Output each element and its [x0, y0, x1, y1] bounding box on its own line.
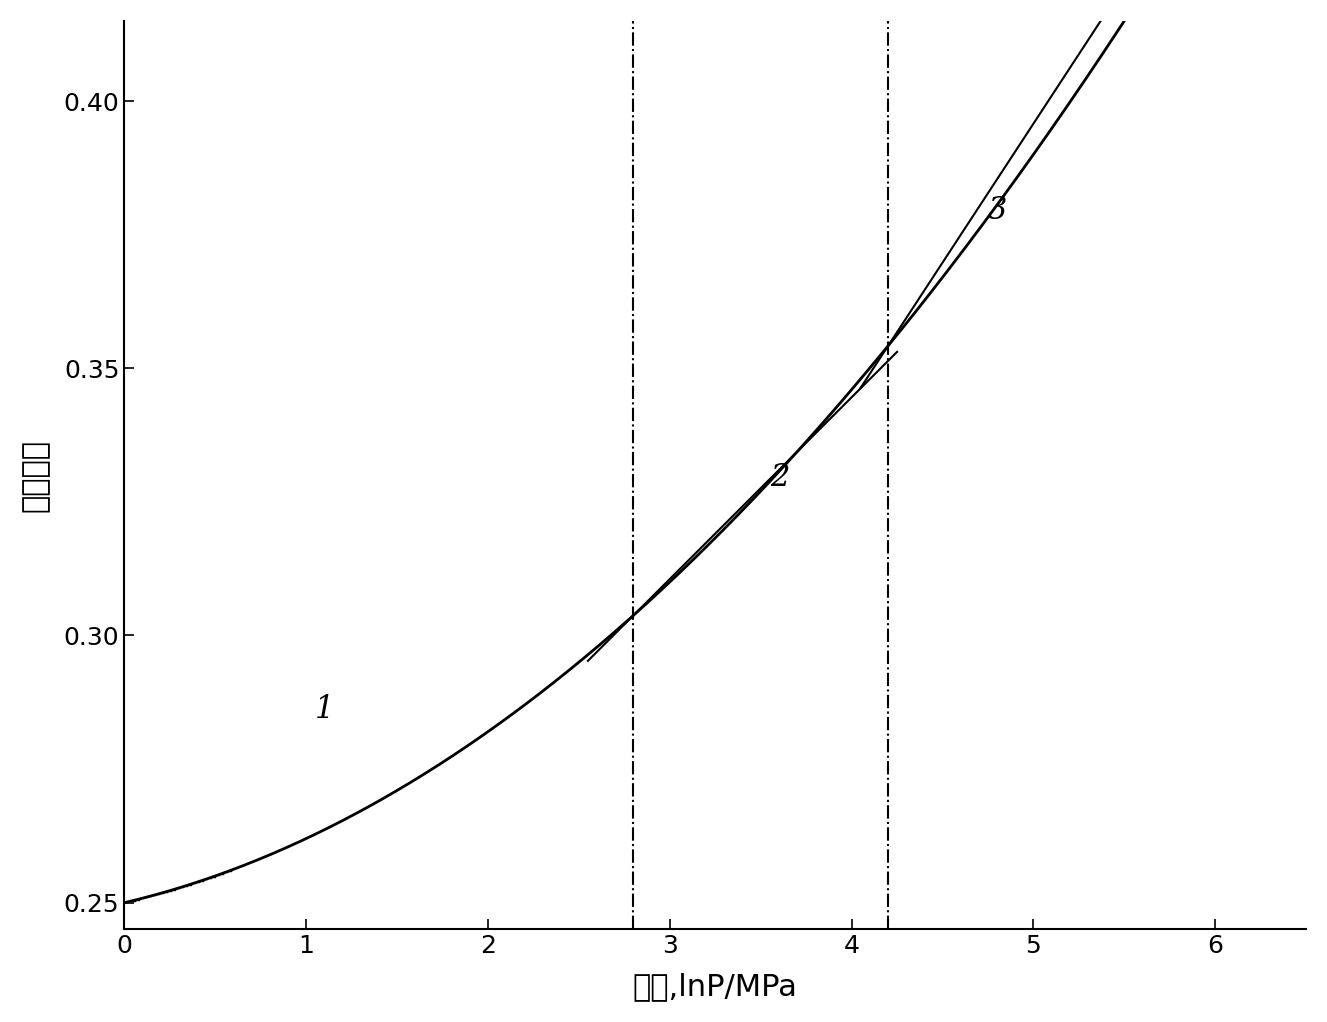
Text: 2: 2 [770, 462, 790, 493]
X-axis label: 压强,lnP/MPa: 压强,lnP/MPa [633, 972, 798, 1002]
Y-axis label: 相对密度: 相对密度 [21, 438, 50, 512]
Text: 1: 1 [316, 694, 334, 726]
Text: 3: 3 [989, 194, 1007, 226]
